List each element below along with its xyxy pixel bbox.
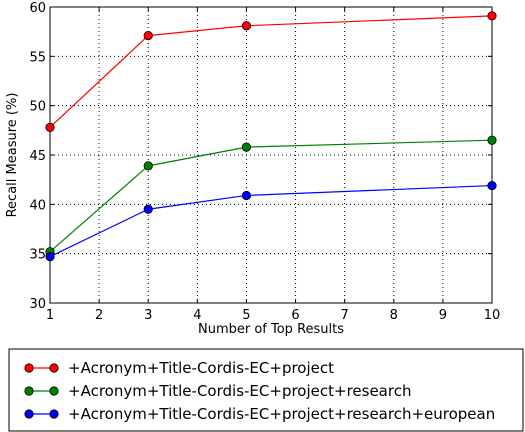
x-axis-label: Number of Top Results: [198, 322, 344, 337]
y-tick-label: 60: [29, 1, 46, 16]
legend-marker: [49, 409, 59, 419]
legend-marker: [49, 363, 59, 373]
y-tick-label: 30: [29, 297, 46, 312]
series-3-point: [143, 204, 153, 214]
legend: +Acronym+Title-Cordis-EC+project +Acronym…: [8, 348, 524, 432]
x-tick-label: 7: [341, 308, 349, 323]
series-3-point: [241, 190, 252, 201]
x-tick-label: 4: [193, 308, 201, 323]
y-tick-label: 50: [29, 100, 46, 115]
x-tick-label: 5: [242, 308, 250, 323]
legend-marker: [24, 409, 34, 419]
y-tick-label: 55: [29, 50, 46, 65]
legend-label-1: +Acronym+Title-Cordis-EC+project: [68, 359, 334, 377]
x-tick-label: 1: [46, 308, 54, 323]
series-1-point: [45, 122, 55, 132]
series-line-3: [49, 184, 493, 258]
y-tick-label: 35: [29, 248, 46, 263]
series-line-1: [49, 15, 493, 128]
series-line-2: [49, 139, 493, 253]
x-tick-label: 9: [439, 308, 447, 323]
series-1-point: [143, 31, 153, 41]
legend-marker: [24, 386, 34, 396]
y-axis-label: Recall Measure (%): [5, 93, 20, 218]
x-tick-label: 8: [390, 308, 398, 323]
legend-marker: [24, 363, 34, 373]
series-3-point: [487, 180, 497, 191]
x-tick-label: 3: [144, 308, 152, 323]
series-2-point: [241, 142, 252, 152]
y-tick-label: 45: [29, 149, 46, 164]
legend-label-3: +Acronym+Title-Cordis-EC+project+researc…: [68, 405, 495, 423]
legend-box: [8, 348, 524, 432]
series-2-point: [143, 161, 153, 171]
x-tick-label: 2: [95, 308, 103, 323]
series-1-point: [241, 21, 252, 31]
legend-label-2: +Acronym+Title-Cordis-EC+project+researc…: [68, 382, 411, 400]
series-2-point: [487, 135, 497, 145]
series-group: [45, 11, 497, 262]
series-1-point: [487, 11, 497, 21]
grid: [50, 7, 492, 303]
y-tick-label: 40: [29, 198, 46, 213]
x-tick-label: 6: [291, 308, 299, 323]
legend-marker: [49, 386, 59, 396]
x-tick-label: 10: [484, 308, 501, 323]
series-3-point: [45, 252, 55, 262]
